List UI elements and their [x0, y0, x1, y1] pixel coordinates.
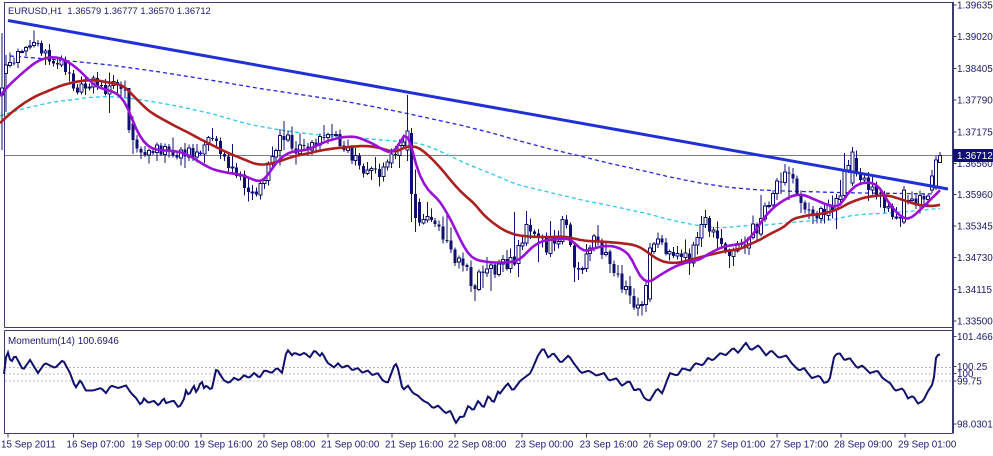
svg-text:1.38405: 1.38405	[957, 64, 993, 75]
svg-text:1.34730: 1.34730	[957, 253, 993, 264]
svg-text:1.39020: 1.39020	[957, 32, 993, 43]
svg-text:15 Sep 2011: 15 Sep 2011	[1, 440, 56, 451]
svg-text:19 Sep 16:00: 19 Sep 16:00	[194, 440, 253, 451]
svg-text:20 Sep 08:00: 20 Sep 08:00	[257, 440, 316, 451]
svg-text:16 Sep 07:00: 16 Sep 07:00	[67, 440, 126, 451]
svg-text:23 Sep 16:00: 23 Sep 16:00	[580, 440, 639, 451]
svg-text:99.75: 99.75	[957, 376, 982, 387]
svg-text:98.0301: 98.0301	[957, 420, 993, 431]
svg-text:1.37790: 1.37790	[957, 96, 993, 107]
svg-text:1.36560: 1.36560	[957, 159, 993, 170]
svg-text:1.36712: 1.36712	[957, 151, 993, 162]
svg-text:27 Sep 17:00: 27 Sep 17:00	[770, 440, 829, 451]
svg-text:Momentum(14) 100.6946: Momentum(14) 100.6946	[8, 336, 119, 347]
svg-text:28 Sep 09:00: 28 Sep 09:00	[834, 440, 893, 451]
svg-text:101.4663: 101.4663	[957, 332, 993, 343]
svg-text:22 Sep 08:00: 22 Sep 08:00	[448, 440, 507, 451]
svg-text:1.34115: 1.34115	[957, 285, 992, 296]
svg-text:1.35345: 1.35345	[957, 222, 993, 233]
svg-text:27 Sep 01:00: 27 Sep 01:00	[707, 440, 766, 451]
svg-text:1.33500: 1.33500	[957, 317, 993, 328]
svg-text:26 Sep 09:00: 26 Sep 09:00	[643, 440, 702, 451]
svg-text:100.25: 100.25	[957, 362, 988, 373]
svg-text:1.39635: 1.39635	[957, 1, 993, 12]
svg-text:EURUSD,H1 1.36579 1.36777 1.3: EURUSD,H1 1.36579 1.36777 1.36570 1.3671…	[8, 5, 211, 16]
svg-text:21 Sep 00:00: 21 Sep 00:00	[321, 440, 380, 451]
svg-text:21 Sep 16:00: 21 Sep 16:00	[385, 440, 444, 451]
svg-text:19 Sep 00:00: 19 Sep 00:00	[131, 440, 190, 451]
svg-text:29 Sep 01:00: 29 Sep 01:00	[898, 440, 957, 451]
svg-text:1.37175: 1.37175	[957, 127, 993, 138]
svg-text:1.35960: 1.35960	[957, 190, 993, 201]
svg-text:23 Sep 00:00: 23 Sep 00:00	[515, 440, 574, 451]
svg-text:100: 100	[957, 369, 974, 380]
